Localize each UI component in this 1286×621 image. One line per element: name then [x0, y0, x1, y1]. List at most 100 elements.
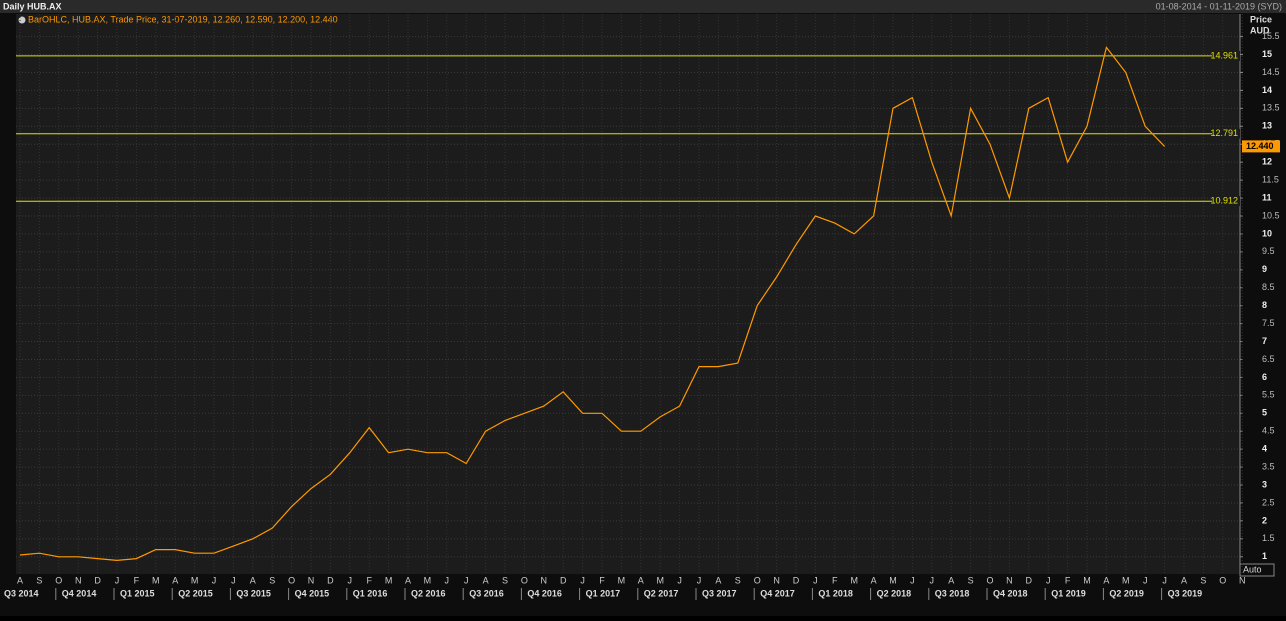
- reference-label-bg: [1212, 128, 1240, 139]
- x-tick-label: J: [1162, 575, 1167, 585]
- quarter-label: Q2 2017: [644, 588, 679, 598]
- x-tick-label: F: [134, 575, 140, 585]
- y-tick-label: 3.5: [1262, 461, 1275, 471]
- quarter-label: Q2 2016: [411, 588, 446, 598]
- reference-label: 14.961: [1210, 50, 1238, 60]
- quarter-label: Q3 2015: [236, 588, 271, 598]
- y-tick-label: 15.5: [1262, 31, 1280, 41]
- x-tick-label: J: [1046, 575, 1051, 585]
- x-tick-label: N: [1006, 575, 1013, 585]
- y-tick-label: 8: [1262, 300, 1267, 310]
- x-tick-label: N: [1239, 575, 1246, 585]
- x-tick-label: O: [986, 575, 993, 585]
- auto-label[interactable]: Auto: [1243, 564, 1262, 574]
- x-tick-label: A: [172, 575, 178, 585]
- quarter-label: Q1 2017: [586, 588, 621, 598]
- x-tick-label: J: [348, 575, 353, 585]
- quarter-label: Q1 2015: [120, 588, 155, 598]
- quarter-label: Q4 2014: [62, 588, 97, 598]
- x-tick-label: M: [385, 575, 393, 585]
- x-tick-label: D: [94, 575, 101, 585]
- x-tick-label: A: [1103, 575, 1109, 585]
- quarter-label: Q2 2019: [1109, 588, 1144, 598]
- y-tick-label: 9.5: [1262, 246, 1275, 256]
- y-tick-label: 1.5: [1262, 533, 1275, 543]
- x-tick-label: A: [17, 575, 23, 585]
- x-tick-label: N: [773, 575, 780, 585]
- plot-area: [16, 14, 1240, 574]
- x-tick-label: O: [521, 575, 528, 585]
- price-line: [19, 46, 1166, 562]
- x-tick-label: J: [677, 575, 682, 585]
- legend-icon: [18, 16, 26, 24]
- y-tick-label: 10: [1262, 228, 1272, 238]
- y-label: Price: [1250, 14, 1272, 24]
- quarter-label: Q1 2016: [353, 588, 388, 598]
- x-tick-label: J: [464, 575, 469, 585]
- quarter-label: Q4 2018: [993, 588, 1028, 598]
- x-tick-label: O: [754, 575, 761, 585]
- x-tick-label: A: [638, 575, 644, 585]
- last-price-tag: [1242, 140, 1280, 153]
- x-tick-label: S: [735, 575, 741, 585]
- y-tick-label: 7.5: [1262, 318, 1275, 328]
- reference-label-bg: [1212, 50, 1240, 61]
- x-tick-label: M: [618, 575, 626, 585]
- y-tick-label: 11.5: [1262, 174, 1279, 184]
- x-tick-label: M: [850, 575, 858, 585]
- x-tick-label: A: [715, 575, 721, 585]
- x-tick-label: J: [1143, 575, 1148, 585]
- quarter-label: Q4 2015: [295, 588, 330, 598]
- x-tick-label: J: [231, 575, 236, 585]
- x-tick-label: A: [1181, 575, 1187, 585]
- y-tick-label: 11: [1262, 192, 1272, 202]
- x-tick-label: M: [656, 575, 664, 585]
- y-tick-label: 1: [1262, 551, 1267, 561]
- x-tick-label: M: [889, 575, 897, 585]
- chart-title: Daily HUB.AX: [3, 1, 62, 11]
- y-tick-label: 15: [1262, 49, 1272, 59]
- quarter-label: Q4 2016: [527, 588, 562, 598]
- reference-label-bg: [1212, 196, 1240, 207]
- quarter-label: Q3 2019: [1168, 588, 1203, 598]
- x-tick-label: J: [930, 575, 935, 585]
- y-tick-label: 2: [1262, 515, 1267, 525]
- x-tick-label: F: [599, 575, 605, 585]
- x-tick-label: F: [1065, 575, 1071, 585]
- y-tick-label: 14: [1262, 85, 1272, 95]
- reference-label: 10.912: [1210, 196, 1238, 206]
- x-tick-label: A: [871, 575, 877, 585]
- x-tick-label: A: [948, 575, 954, 585]
- x-tick-label: M: [1083, 575, 1091, 585]
- y-tick-label: 8.5: [1262, 282, 1275, 292]
- x-tick-label: A: [483, 575, 489, 585]
- x-tick-label: F: [366, 575, 372, 585]
- x-tick-label: O: [1219, 575, 1226, 585]
- date-range: 01-08-2014 - 01-11-2019 (SYD): [1156, 1, 1282, 11]
- quarter-label: Q2 2018: [877, 588, 912, 598]
- x-tick-label: M: [191, 575, 199, 585]
- last-price-label: 12.440: [1246, 141, 1274, 151]
- y-tick-label: 2.5: [1262, 497, 1275, 507]
- y-tick-label: 4: [1262, 444, 1267, 454]
- quarter-label: Q2 2015: [178, 588, 213, 598]
- x-tick-label: D: [327, 575, 334, 585]
- quarter-label: Q3 2016: [469, 588, 504, 598]
- x-tick-label: N: [308, 575, 315, 585]
- x-tick-label: M: [152, 575, 160, 585]
- x-tick-label: D: [560, 575, 567, 585]
- x-tick-label: N: [541, 575, 548, 585]
- quarter-label: Q4 2017: [760, 588, 795, 598]
- x-tick-label: S: [968, 575, 974, 585]
- y-tick-label: 12: [1262, 157, 1272, 167]
- x-tick-label: S: [1200, 575, 1206, 585]
- x-tick-label: J: [115, 575, 120, 585]
- legend-text: BarOHLC, HUB.AX, Trade Price, 31-07-2019…: [28, 14, 338, 24]
- reference-label: 12.791: [1210, 128, 1238, 138]
- y-tick-label: 9: [1262, 264, 1267, 274]
- x-tick-label: S: [36, 575, 42, 585]
- x-tick-label: J: [910, 575, 915, 585]
- quarter-label: Q3 2018: [935, 588, 970, 598]
- x-tick-label: S: [502, 575, 508, 585]
